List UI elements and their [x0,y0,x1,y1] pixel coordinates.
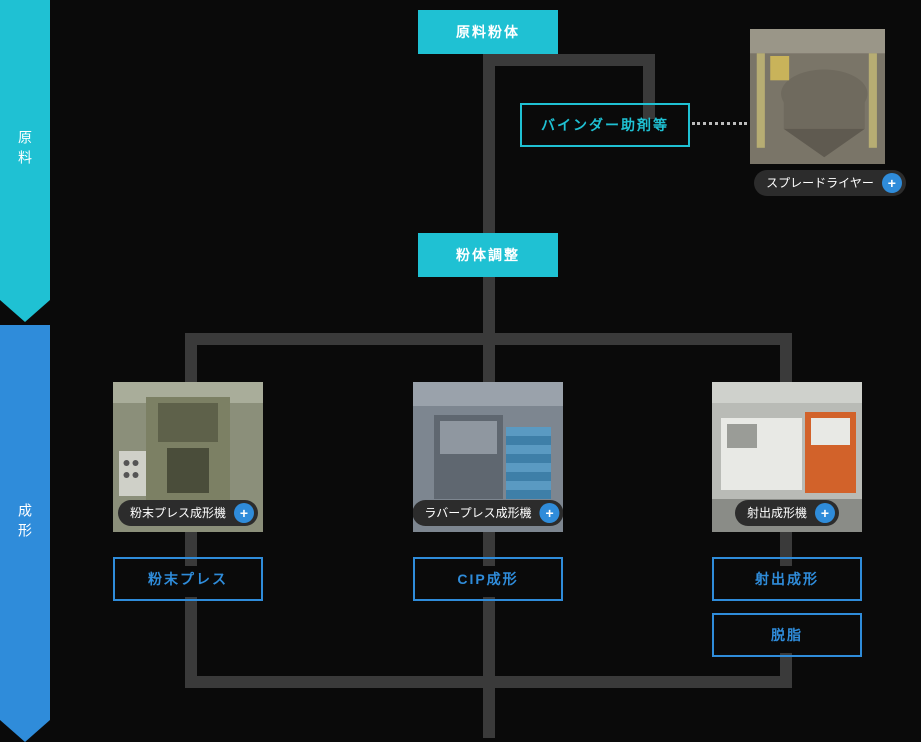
connector [483,333,495,388]
tank-illustration [750,29,885,164]
stage-label-forming: 成形 [15,503,35,543]
machine-label: 粉末プレス成形機 [130,507,226,519]
machine-photo: 射出成形機 + [712,382,862,532]
expand-icon[interactable]: + [815,503,835,523]
machine-powder-press[interactable]: 粉末プレス成形機 + [113,382,263,532]
process-box-label: 原料粉体 [456,22,520,42]
machine-label: 射出成形機 [747,507,807,519]
stage-arrow-forming: 成形 [0,325,50,720]
connector [483,688,495,738]
connector [780,333,792,388]
machine-label: ラバープレス成形機 [424,507,531,519]
machine-photo: ラバープレス成形機 + [413,382,563,532]
machine-pill[interactable]: ラバープレス成形機 + [413,500,563,526]
connector [185,333,197,388]
connector [483,54,495,233]
machine-injection[interactable]: 射出成形機 + [712,382,862,532]
connector [483,597,495,688]
process-box-raw-powder: 原料粉体 [418,10,558,54]
connector [185,676,792,688]
stage-label-raw: 原料 [15,130,35,170]
process-box-label: 射出成形 [755,569,819,589]
machine-photo [750,29,885,164]
process-box-injection: 射出成形 [712,557,862,601]
machine-pill[interactable]: スプレードライヤー + [754,170,906,196]
process-box-label: 粉末プレス [148,569,228,589]
expand-icon[interactable]: + [540,503,560,523]
process-box-binder: バインダー助剤等 [520,103,690,147]
process-box-label: 脱脂 [771,625,803,645]
process-box-powder-adj: 粉体調整 [418,233,558,277]
connector [495,54,655,66]
connector [185,597,197,688]
process-box-degrease: 脱脂 [712,613,862,657]
machine-photo: 粉末プレス成形機 + [113,382,263,532]
expand-icon[interactable]: + [882,173,902,193]
process-box-label: CIP成形 [457,569,518,589]
connector [692,122,747,125]
machine-spray-dryer[interactable]: スプレードライヤー + [750,29,910,196]
stage-arrow-raw: 原料 [0,0,50,300]
machine-pill[interactable]: 粉末プレス成形機 + [118,500,258,526]
process-box-label: バインダー助剤等 [541,115,669,135]
machine-label: スプレードライヤー [766,177,874,189]
machine-rubber-press[interactable]: ラバープレス成形機 + [413,382,563,532]
process-box-cip: CIP成形 [413,557,563,601]
expand-icon[interactable]: + [234,503,254,523]
flowchart-canvas: 原料 成形 原料粉体バインダー助剤等粉体調整粉末プレス CIP成形 射出成形脱脂 ス… [0,0,921,738]
process-box-label: 粉体調整 [456,245,520,265]
machine-pill[interactable]: 射出成形機 + [735,500,839,526]
process-box-powder-press: 粉末プレス [113,557,263,601]
